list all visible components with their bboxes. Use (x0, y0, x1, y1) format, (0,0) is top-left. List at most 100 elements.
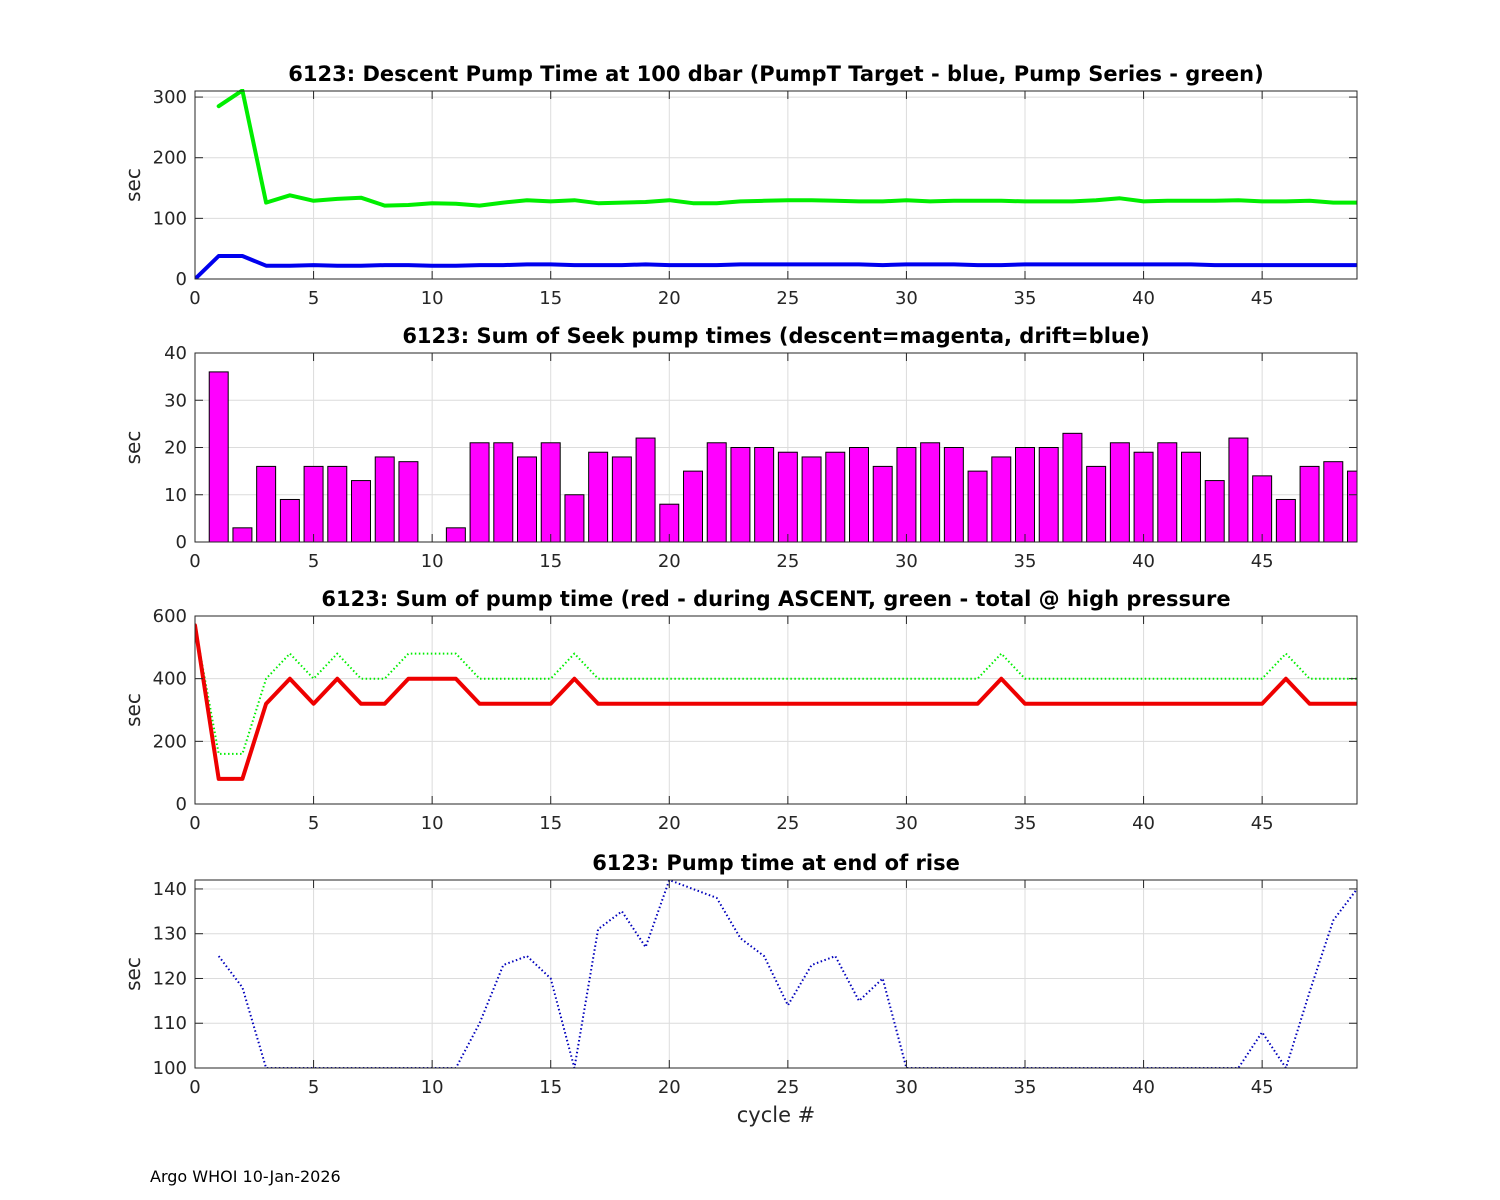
y-tick-label: 300 (153, 87, 187, 108)
bar (1086, 465, 1107, 542)
x-tick-label: 0 (189, 288, 200, 309)
x-tick-label: 35 (1014, 551, 1037, 572)
x-tick-label: 15 (539, 288, 562, 309)
x-tick-label: 25 (776, 813, 799, 834)
series-line-1 (216, 89, 1357, 208)
x-tick-label: 40 (1132, 1077, 1155, 1098)
y-tick-label: 20 (164, 438, 187, 459)
x-tick-label: 10 (421, 1077, 444, 1098)
x-tick-label: 45 (1251, 813, 1274, 834)
x-tick-label: 20 (658, 551, 681, 572)
x-tick-label: 10 (421, 288, 444, 309)
y-tick-label: 30 (164, 390, 187, 411)
bar (279, 498, 300, 542)
bar (588, 451, 609, 542)
bar (445, 527, 466, 542)
x-tick-label: 30 (895, 551, 918, 572)
x-tick-label: 15 (539, 551, 562, 572)
x-tick-label: 5 (308, 288, 319, 309)
x-axis-label: cycle # (737, 1103, 816, 1127)
bar (801, 456, 822, 542)
y-tick-label: 0 (176, 269, 187, 290)
x-tick-label: 5 (308, 1077, 319, 1098)
bar (208, 371, 229, 542)
bar (943, 447, 964, 542)
bar (469, 442, 490, 542)
bar (920, 442, 941, 542)
x-tick-label: 10 (421, 551, 444, 572)
x-tick-label: 5 (308, 551, 319, 572)
x-tick-label: 10 (421, 813, 444, 834)
x-tick-label: 25 (776, 551, 799, 572)
bar (896, 447, 917, 542)
chart-title: 6123: Sum of Seek pump times (descent=ma… (402, 324, 1149, 348)
bar (1323, 461, 1344, 542)
bar (659, 503, 680, 542)
bar (398, 461, 419, 542)
x-tick-label: 25 (776, 288, 799, 309)
plot-area (195, 616, 1357, 804)
x-tick-label: 30 (895, 1077, 918, 1098)
bar (1109, 442, 1130, 542)
bar (1275, 498, 1296, 542)
bar (232, 527, 253, 542)
x-tick-label: 35 (1014, 288, 1037, 309)
y-tick-label: 120 (153, 968, 187, 989)
bar (303, 465, 324, 542)
x-tick-label: 20 (658, 1077, 681, 1098)
x-tick-label: 0 (189, 1077, 200, 1098)
bar (351, 480, 371, 542)
bar (493, 442, 514, 542)
x-tick-label: 45 (1251, 1077, 1274, 1098)
data-layer (195, 623, 1357, 781)
chart-title: 6123: Descent Pump Time at 100 dbar (Pum… (288, 62, 1263, 86)
plot-area (195, 91, 1357, 279)
bar (1299, 465, 1320, 542)
bar (635, 437, 656, 542)
y-tick-label: 100 (153, 1058, 187, 1079)
x-tick-label: 40 (1132, 288, 1155, 309)
bar (374, 456, 395, 542)
chart-panel-4: 0 5 10 15 20 25 30 35 40 45 100 110 120 130 140 6123: P… (121, 851, 1358, 1127)
y-tick-label: 130 (153, 924, 187, 945)
bar (517, 456, 537, 542)
bar (540, 442, 561, 542)
bar (564, 494, 585, 542)
chart-title: 6123: Sum of pump time (red - during ASC… (321, 587, 1230, 611)
x-tick-label: 0 (189, 551, 200, 572)
x-tick-label: 40 (1132, 551, 1155, 572)
x-tick-label: 45 (1251, 551, 1274, 572)
y-tick-label: 140 (153, 879, 187, 900)
x-tick-label: 30 (895, 288, 918, 309)
x-tick-label: 15 (539, 1077, 562, 1098)
y-tick-label: 110 (153, 1013, 187, 1034)
bar (849, 447, 869, 542)
x-tick-label: 20 (658, 288, 681, 309)
bar (991, 456, 1012, 542)
y-tick-label: 0 (176, 532, 187, 553)
plot-frame (194, 90, 1358, 280)
x-tick-label: 15 (539, 813, 562, 834)
x-tick-label: 25 (776, 1077, 799, 1098)
y-axis-label: sec (121, 431, 145, 465)
series-line-2 (195, 254, 1357, 279)
bar (872, 465, 893, 542)
chart-panel-2: 0 5 10 15 20 25 30 35 40 45 0 10 20 30 40 6123: Sum of … (121, 324, 1358, 572)
y-axis-label: sec (121, 693, 145, 727)
series-line-2 (195, 623, 1357, 781)
chart-panel-1: 0 5 10 15 20 25 30 35 40 45 0 100 200 300 6123: Descen… (121, 62, 1358, 309)
bar (327, 465, 348, 542)
x-tick-label: 5 (308, 813, 319, 834)
bar (1204, 480, 1225, 542)
x-tick-label: 20 (658, 813, 681, 834)
x-tick-label: 30 (895, 813, 918, 834)
data-layer (208, 371, 1357, 542)
chart-panel-3: 0 5 10 15 20 25 30 35 40 45 0 200 400 600 6123: Sum of… (121, 587, 1358, 834)
y-axis-label: sec (121, 168, 145, 202)
bar (1181, 451, 1201, 542)
bar (1015, 447, 1035, 542)
bar (730, 447, 751, 542)
x-tick-label: 40 (1132, 813, 1155, 834)
bar (1157, 442, 1178, 542)
bar (683, 470, 703, 542)
